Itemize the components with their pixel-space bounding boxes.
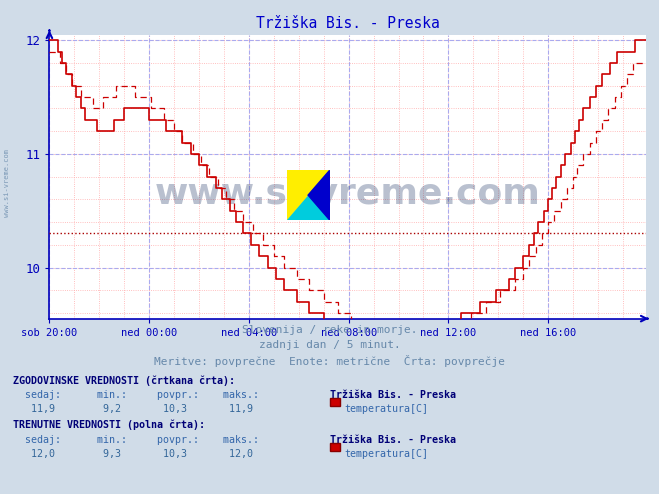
Text: 11,9        9,2       10,3       11,9: 11,9 9,2 10,3 11,9: [13, 404, 253, 414]
Text: Slovenija / reke in morje.: Slovenija / reke in morje.: [242, 325, 417, 335]
Text: temperatura[C]: temperatura[C]: [344, 449, 428, 458]
Text: 12,0        9,3       10,3       12,0: 12,0 9,3 10,3 12,0: [13, 449, 253, 458]
Text: www.si-vreme.com: www.si-vreme.com: [3, 149, 10, 217]
Polygon shape: [287, 170, 330, 220]
Title: Tržiška Bis. - Preska: Tržiška Bis. - Preska: [256, 16, 440, 31]
Text: Meritve: povprečne  Enote: metrične  Črta: povprečje: Meritve: povprečne Enote: metrične Črta:…: [154, 355, 505, 367]
Text: TRENUTNE VREDNOSTI (polna črta):: TRENUTNE VREDNOSTI (polna črta):: [13, 420, 205, 430]
Text: ZGODOVINSKE VREDNOSTI (črtkana črta):: ZGODOVINSKE VREDNOSTI (črtkana črta):: [13, 375, 235, 386]
Polygon shape: [308, 170, 330, 220]
Polygon shape: [287, 170, 330, 220]
Text: zadnji dan / 5 minut.: zadnji dan / 5 minut.: [258, 340, 401, 350]
Text: temperatura[C]: temperatura[C]: [344, 404, 428, 414]
Text: sedaj:      min.:     povpr.:    maks.:: sedaj: min.: povpr.: maks.:: [13, 435, 259, 445]
Text: sedaj:      min.:     povpr.:    maks.:: sedaj: min.: povpr.: maks.:: [13, 390, 259, 400]
Text: www.si-vreme.com: www.si-vreme.com: [155, 177, 540, 210]
Text: Tržiška Bis. - Preska: Tržiška Bis. - Preska: [330, 390, 455, 400]
Text: Tržiška Bis. - Preska: Tržiška Bis. - Preska: [330, 435, 455, 445]
